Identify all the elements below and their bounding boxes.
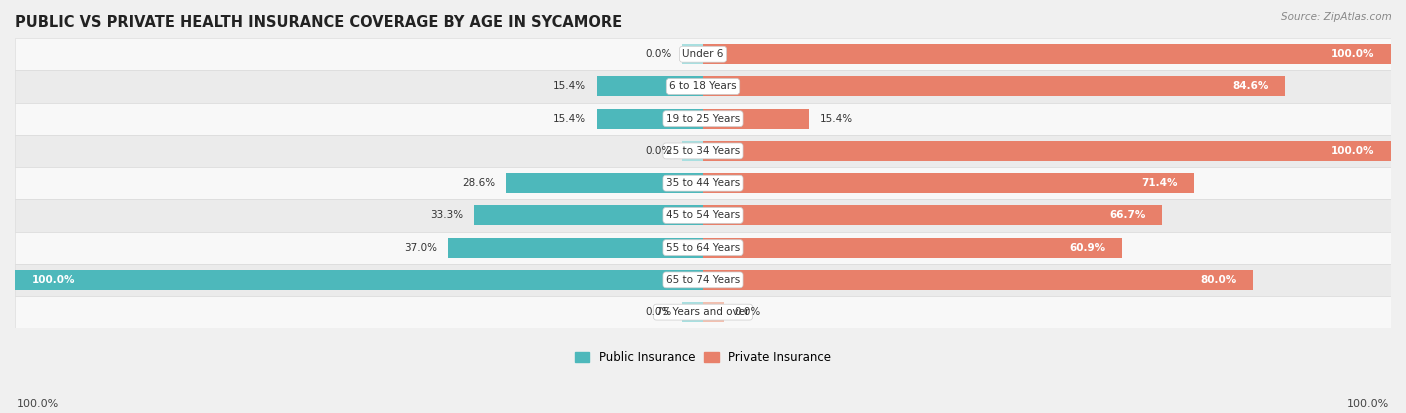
Text: 80.0%: 80.0% [1201, 275, 1237, 285]
FancyBboxPatch shape [15, 167, 1391, 199]
Bar [703, 44, 1391, 64]
Bar [598, 109, 703, 129]
Bar [682, 44, 703, 64]
Text: PUBLIC VS PRIVATE HEALTH INSURANCE COVERAGE BY AGE IN SYCAMORE: PUBLIC VS PRIVATE HEALTH INSURANCE COVER… [15, 15, 621, 30]
Text: 25 to 34 Years: 25 to 34 Years [666, 146, 740, 156]
Text: 100.0%: 100.0% [31, 275, 75, 285]
FancyBboxPatch shape [15, 264, 1391, 296]
Bar [703, 76, 1285, 97]
Bar [15, 270, 703, 290]
Bar [703, 173, 1194, 193]
FancyBboxPatch shape [15, 199, 1391, 232]
Text: Under 6: Under 6 [682, 49, 724, 59]
Bar [474, 205, 703, 225]
Text: 84.6%: 84.6% [1232, 81, 1268, 91]
Text: 0.0%: 0.0% [645, 49, 671, 59]
Bar [682, 302, 703, 322]
Bar [682, 141, 703, 161]
Text: 66.7%: 66.7% [1109, 210, 1146, 221]
Bar [703, 237, 1122, 258]
Text: 65 to 74 Years: 65 to 74 Years [666, 275, 740, 285]
Text: 0.0%: 0.0% [645, 307, 671, 317]
Text: 37.0%: 37.0% [405, 243, 437, 253]
FancyBboxPatch shape [15, 70, 1391, 102]
Bar [703, 141, 1391, 161]
Text: 0.0%: 0.0% [735, 307, 761, 317]
Text: 15.4%: 15.4% [820, 114, 853, 124]
FancyBboxPatch shape [15, 232, 1391, 264]
Text: 33.3%: 33.3% [430, 210, 463, 221]
FancyBboxPatch shape [15, 135, 1391, 167]
Text: 15.4%: 15.4% [553, 114, 586, 124]
Bar [703, 109, 808, 129]
FancyBboxPatch shape [15, 102, 1391, 135]
Text: 0.0%: 0.0% [645, 146, 671, 156]
Text: 35 to 44 Years: 35 to 44 Years [666, 178, 740, 188]
Text: 100.0%: 100.0% [1331, 49, 1375, 59]
Bar [506, 173, 703, 193]
FancyBboxPatch shape [15, 296, 1391, 328]
Text: 15.4%: 15.4% [553, 81, 586, 91]
Text: 71.4%: 71.4% [1142, 178, 1178, 188]
Text: 100.0%: 100.0% [1347, 399, 1389, 409]
Legend: Public Insurance, Private Insurance: Public Insurance, Private Insurance [571, 347, 835, 369]
Text: 75 Years and over: 75 Years and over [657, 307, 749, 317]
Text: 60.9%: 60.9% [1070, 243, 1105, 253]
Text: 19 to 25 Years: 19 to 25 Years [666, 114, 740, 124]
Bar [598, 76, 703, 97]
Text: 100.0%: 100.0% [1331, 146, 1375, 156]
FancyBboxPatch shape [15, 38, 1391, 70]
Text: Source: ZipAtlas.com: Source: ZipAtlas.com [1281, 12, 1392, 22]
Text: 28.6%: 28.6% [463, 178, 495, 188]
Text: 55 to 64 Years: 55 to 64 Years [666, 243, 740, 253]
Text: 45 to 54 Years: 45 to 54 Years [666, 210, 740, 221]
Text: 6 to 18 Years: 6 to 18 Years [669, 81, 737, 91]
Bar [449, 237, 703, 258]
Text: 100.0%: 100.0% [17, 399, 59, 409]
Bar [703, 302, 724, 322]
Bar [703, 205, 1161, 225]
Bar [703, 270, 1253, 290]
